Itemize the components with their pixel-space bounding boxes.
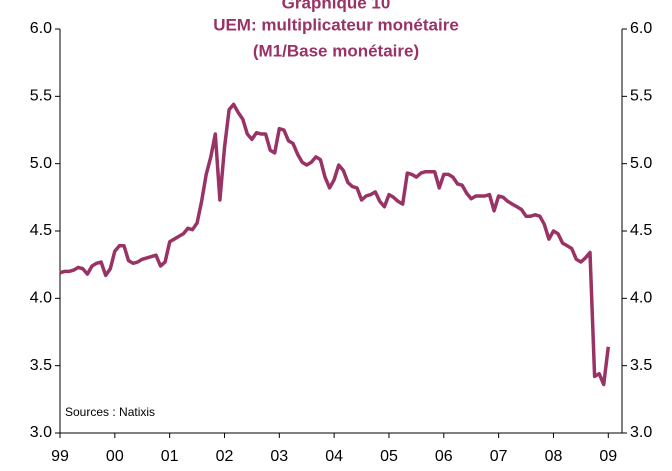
y-tick-label: 3.5 (30, 357, 52, 374)
y2-tick-label: 5.0 (630, 155, 652, 172)
x-tick-label: 02 (216, 448, 234, 465)
x-tick-label: 08 (545, 448, 563, 465)
x-tick-label: 00 (106, 448, 124, 465)
x-tick-label: 03 (270, 448, 288, 465)
x-tick-label: 01 (161, 448, 179, 465)
y-tick-label: 6.0 (30, 20, 52, 37)
data-line (59, 102, 611, 387)
chart-title: UEM: multiplicateur monétaire (213, 15, 459, 34)
y-tick-label: 4.5 (30, 222, 52, 239)
x-tick-label: 04 (325, 448, 343, 465)
chart-subtitle: (M1/Base monétaire) (253, 41, 419, 60)
y-tick-label: 5.0 (30, 155, 52, 172)
y2-tick-label: 4.0 (630, 290, 652, 307)
y2-tick-label: 3.5 (630, 357, 652, 374)
chart-title: Graphique 10 (282, 0, 391, 12)
y-tick-label: 4.0 (30, 290, 52, 307)
y2-tick-label: 6.0 (630, 20, 652, 37)
y2-tick-label: 3.0 (630, 424, 652, 441)
x-tick-label: 07 (490, 448, 508, 465)
x-tick-label: 05 (380, 448, 398, 465)
x-tick-label: 06 (435, 448, 453, 465)
x-tick-label: 99 (51, 448, 69, 465)
y-tick-label: 5.5 (30, 88, 52, 105)
x-tick-label: 09 (599, 448, 617, 465)
y2-tick-label: 5.5 (630, 88, 652, 105)
y2-tick-label: 4.5 (630, 222, 652, 239)
annotation: Sources : Natixis (65, 405, 155, 419)
y-tick-label: 3.0 (30, 424, 52, 441)
